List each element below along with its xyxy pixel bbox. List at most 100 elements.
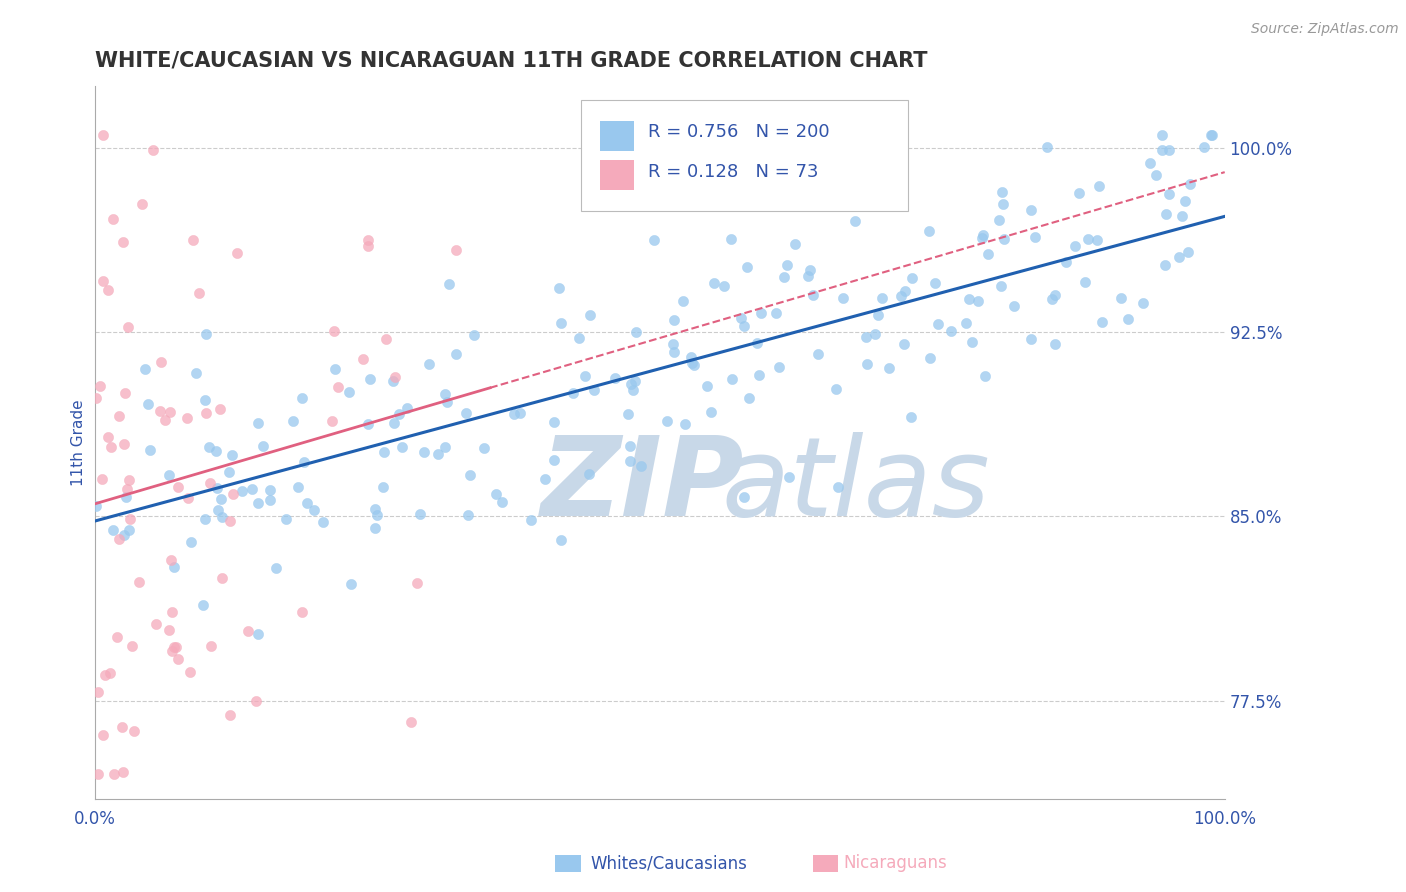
Point [84,391,107,405]
Point [200,476,222,491]
Point [165,640,187,654]
Point [384,370,406,384]
Point [112,436,135,450]
Point [974,368,997,383]
Point [302,502,325,516]
Point [246,496,269,510]
Point [163,640,186,655]
Point [579,308,602,322]
Point [877,361,900,376]
Point [176,410,198,425]
Point [128,575,150,590]
Point [773,270,796,285]
Point [664,313,686,327]
Point [247,627,270,641]
Point [145,616,167,631]
Point [209,402,232,417]
Point [720,232,742,246]
Point [1177,245,1199,260]
Point [543,416,565,430]
Point [1159,144,1181,158]
Point [1201,128,1223,143]
Point [548,281,571,295]
Point [89,379,111,393]
Point [972,228,994,243]
Point [776,258,799,272]
Point [160,553,183,567]
Point [730,311,752,326]
Point [159,405,181,419]
Point [574,369,596,384]
Point [733,318,755,333]
Point [1085,233,1108,247]
Point [114,385,136,400]
Point [149,403,172,417]
Point [325,362,347,376]
Point [163,560,186,574]
Point [662,336,685,351]
Point [620,376,643,391]
Point [194,393,217,408]
Point [205,444,228,458]
Point [543,452,565,467]
Point [381,374,404,388]
Point [107,409,129,424]
Point [578,467,600,482]
Point [457,508,479,522]
Point [806,346,828,360]
Point [993,232,1015,246]
Point [472,441,495,455]
Point [733,491,755,505]
Point [121,639,143,653]
Point [366,508,388,522]
Point [194,512,217,526]
Point [352,351,374,366]
Point [721,372,744,386]
Point [509,406,531,420]
Point [747,335,769,350]
Point [865,326,887,341]
Point [924,276,946,290]
Point [737,391,759,405]
Text: WHITE/CAUCASIAN VS NICARAGUAN 11TH GRADE CORRELATION CHART: WHITE/CAUCASIAN VS NICARAGUAN 11TH GRADE… [94,51,927,70]
Point [160,643,183,657]
Point [207,503,229,517]
Point [91,473,114,487]
Point [122,724,145,739]
Text: Whites/Caucasians: Whites/Caucasians [591,855,748,872]
Point [900,409,922,424]
Point [433,441,456,455]
Point [434,386,457,401]
Point [1091,315,1114,329]
Point [364,502,387,516]
Point [98,666,121,681]
Point [681,356,703,370]
Point [291,391,314,405]
Point [111,235,134,250]
Point [1024,230,1046,244]
Point [866,308,889,322]
Point [1043,337,1066,351]
Point [1002,299,1025,313]
Point [824,382,846,396]
Point [1154,207,1177,221]
Point [326,380,349,394]
Point [252,439,274,453]
Text: ZIP: ZIP [541,432,745,539]
Point [619,454,641,468]
Point [359,371,381,385]
Point [134,361,156,376]
Point [357,417,380,432]
Point [142,143,165,157]
Point [226,246,249,260]
Point [292,455,315,469]
Point [100,441,122,455]
Point [1154,258,1177,272]
Point [193,599,215,613]
Point [1077,231,1099,245]
Point [91,274,114,288]
Point [444,243,467,257]
Point [207,481,229,495]
Point [91,728,114,742]
Point [696,378,718,392]
